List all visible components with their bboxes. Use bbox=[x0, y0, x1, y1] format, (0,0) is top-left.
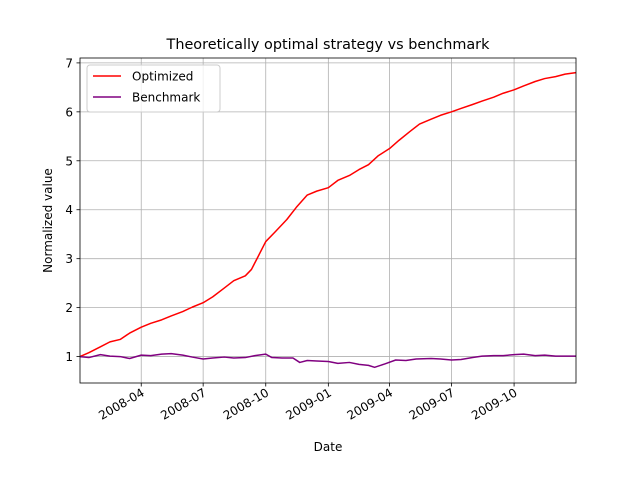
y-tick-label: 2 bbox=[65, 301, 73, 315]
legend-label-benchmark: Benchmark bbox=[132, 91, 200, 105]
y-tick-label: 5 bbox=[65, 154, 73, 168]
series-lines bbox=[79, 71, 577, 369]
legend: Optimized Benchmark bbox=[86, 64, 221, 113]
y-tick-label: 1 bbox=[65, 350, 73, 364]
y-axis-title: Normalized value bbox=[41, 168, 55, 273]
y-tick-label: 4 bbox=[65, 203, 73, 217]
series-line-optimized bbox=[79, 71, 577, 358]
y-tick-label: 3 bbox=[65, 252, 73, 266]
chart-title: Theoretically optimal strategy vs benchm… bbox=[166, 37, 491, 53]
y-tick-label: 6 bbox=[65, 105, 73, 119]
legend-label-optimized: Optimized bbox=[132, 70, 193, 84]
series-line-benchmark bbox=[79, 352, 576, 369]
x-axis-title: Date bbox=[314, 440, 343, 454]
y-tick-label: 7 bbox=[65, 56, 73, 70]
